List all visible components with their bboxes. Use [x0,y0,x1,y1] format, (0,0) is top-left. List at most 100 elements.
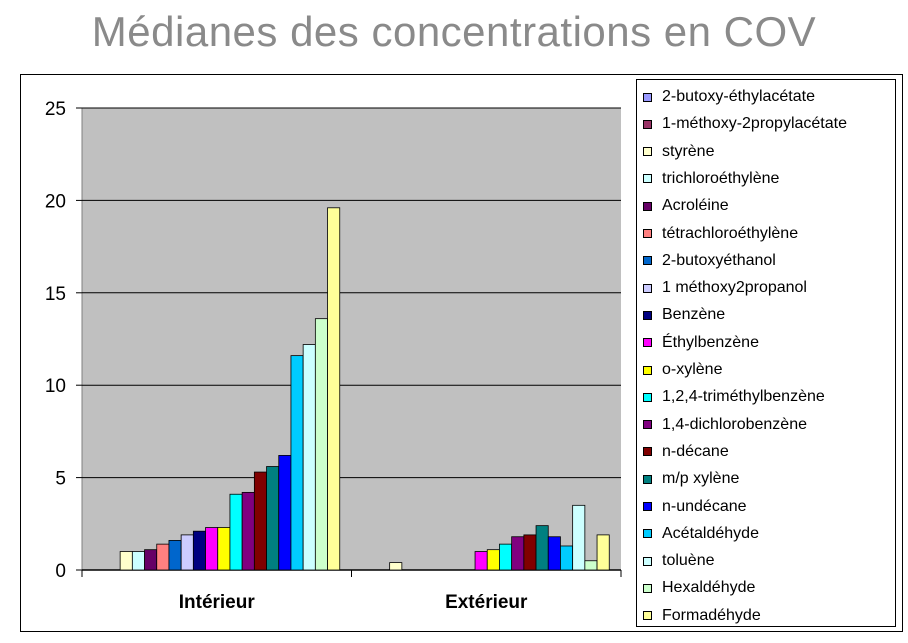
x-category-label: Extérieur [445,592,528,613]
legend-swatch [643,502,652,511]
legend-label: m/p xylène [662,470,740,488]
legend-label: Formadéhyde [662,606,761,624]
legend-swatch [643,174,652,184]
legend-item: m/p xylène [643,468,739,490]
bar [486,549,500,571]
legend-label: 2-butoxy-éthylacétate [662,88,815,105]
legend-item: o-xylène [643,359,722,381]
legend-swatch [643,420,652,430]
legend-label: Acroléine [662,197,729,215]
y-tick-label: 5 [55,469,66,490]
legend-swatch [643,229,652,238]
legend-item: styrène [643,141,714,163]
bar [596,534,610,571]
legend-swatch [643,92,652,102]
bar [314,318,328,571]
legend-swatch [643,365,652,375]
bar [511,536,525,571]
bar [168,540,182,571]
legend-swatch [643,611,652,621]
legend-label: trichloroéthylène [662,169,780,187]
legend-label: 1 méthoxy2propanol [662,279,807,297]
bar [535,525,549,571]
legend-item: toluène [643,550,715,572]
legend-item: 1,2,4-triméthylbenzène [643,386,825,408]
bar [560,545,574,571]
legend-swatch [643,556,652,566]
bar [327,207,341,571]
plot-area [82,108,621,570]
legend-label: Acétaldéhyde [662,524,759,542]
legend-item: Éthylbenzène [643,332,759,354]
legend-swatch [643,201,652,211]
y-tick-label: 25 [45,99,66,120]
bar [266,466,280,571]
bar [290,355,304,571]
legend-swatch [643,256,652,266]
legend-item: Acroléine [643,195,729,217]
bar [241,491,255,571]
bar [584,560,598,571]
legend-swatch [643,119,652,129]
bar [474,551,488,571]
legend-item: Hexaldéhyde [643,577,755,599]
legend-item: n-décane [643,441,729,463]
bar [253,471,267,571]
legend-item: 1 méthoxy2propanol [643,277,807,299]
bar [302,344,316,571]
legend-item: Benzène [643,304,725,326]
legend-swatch [643,338,652,348]
bar [119,551,133,571]
legend-swatch [643,147,652,157]
y-tick-label: 20 [45,191,66,212]
bar [499,543,513,571]
bar [205,527,219,571]
legend-item: 1,4-dichlorobenzène [643,414,807,436]
chart-legend: 2-butoxy-éthylacétate 1-méthoxy-2propylac… [636,79,896,627]
legend-swatch [643,392,652,402]
legend-item: trichloroéthylène [643,168,779,190]
legend-label: 1,4-dichlorobenzène [662,415,807,433]
bar [217,527,231,571]
legend-item: 2-butoxy-éthylacétate [643,86,815,108]
bar [389,562,403,571]
bar [278,455,292,571]
legend-item: 1-méthoxy-2propylacétate [643,113,847,135]
legend-item: tétrachloroéthylène [643,223,798,245]
legend-swatch [643,474,652,484]
bar [547,536,561,571]
legend-label: 2-butoxyéthanol [662,251,776,269]
legend-item: Formadéhyde [643,605,761,627]
chart-title: Médianes des concentrations en COV [91,8,817,55]
bar [131,551,145,571]
bar [144,549,158,571]
bar [523,534,537,571]
legend-item: 2-butoxyéthanol [643,250,776,272]
bar [572,504,586,571]
legend-label: styrène [662,142,715,160]
y-tick-label: 0 [55,561,66,582]
legend-label: Benzène [662,306,726,324]
bar [156,543,170,571]
legend-swatch [643,283,652,293]
legend-label: Éthylbenzène [662,333,759,351]
legend-swatch [643,310,652,320]
legend-swatch [643,583,652,593]
legend-item: Acétaldéhyde [643,523,759,545]
legend-item: n-undécane [643,496,747,518]
legend-label: 1,2,4-triméthylbenzène [662,388,825,406]
legend-label: Hexaldéhyde [662,579,756,597]
bar [192,530,206,571]
legend-label: 1-méthoxy-2propylacétate [662,115,847,133]
bar [180,534,194,571]
y-tick-label: 10 [45,376,66,397]
legend-label: o-xylène [662,361,723,378]
bar [229,493,243,571]
legend-swatch [643,529,652,539]
y-tick-label: 15 [45,284,66,305]
legend-swatch [643,447,652,457]
x-category-label: Intérieur [179,592,256,613]
legend-label: toluène [662,552,715,570]
legend-label: n-undécane [662,497,747,515]
